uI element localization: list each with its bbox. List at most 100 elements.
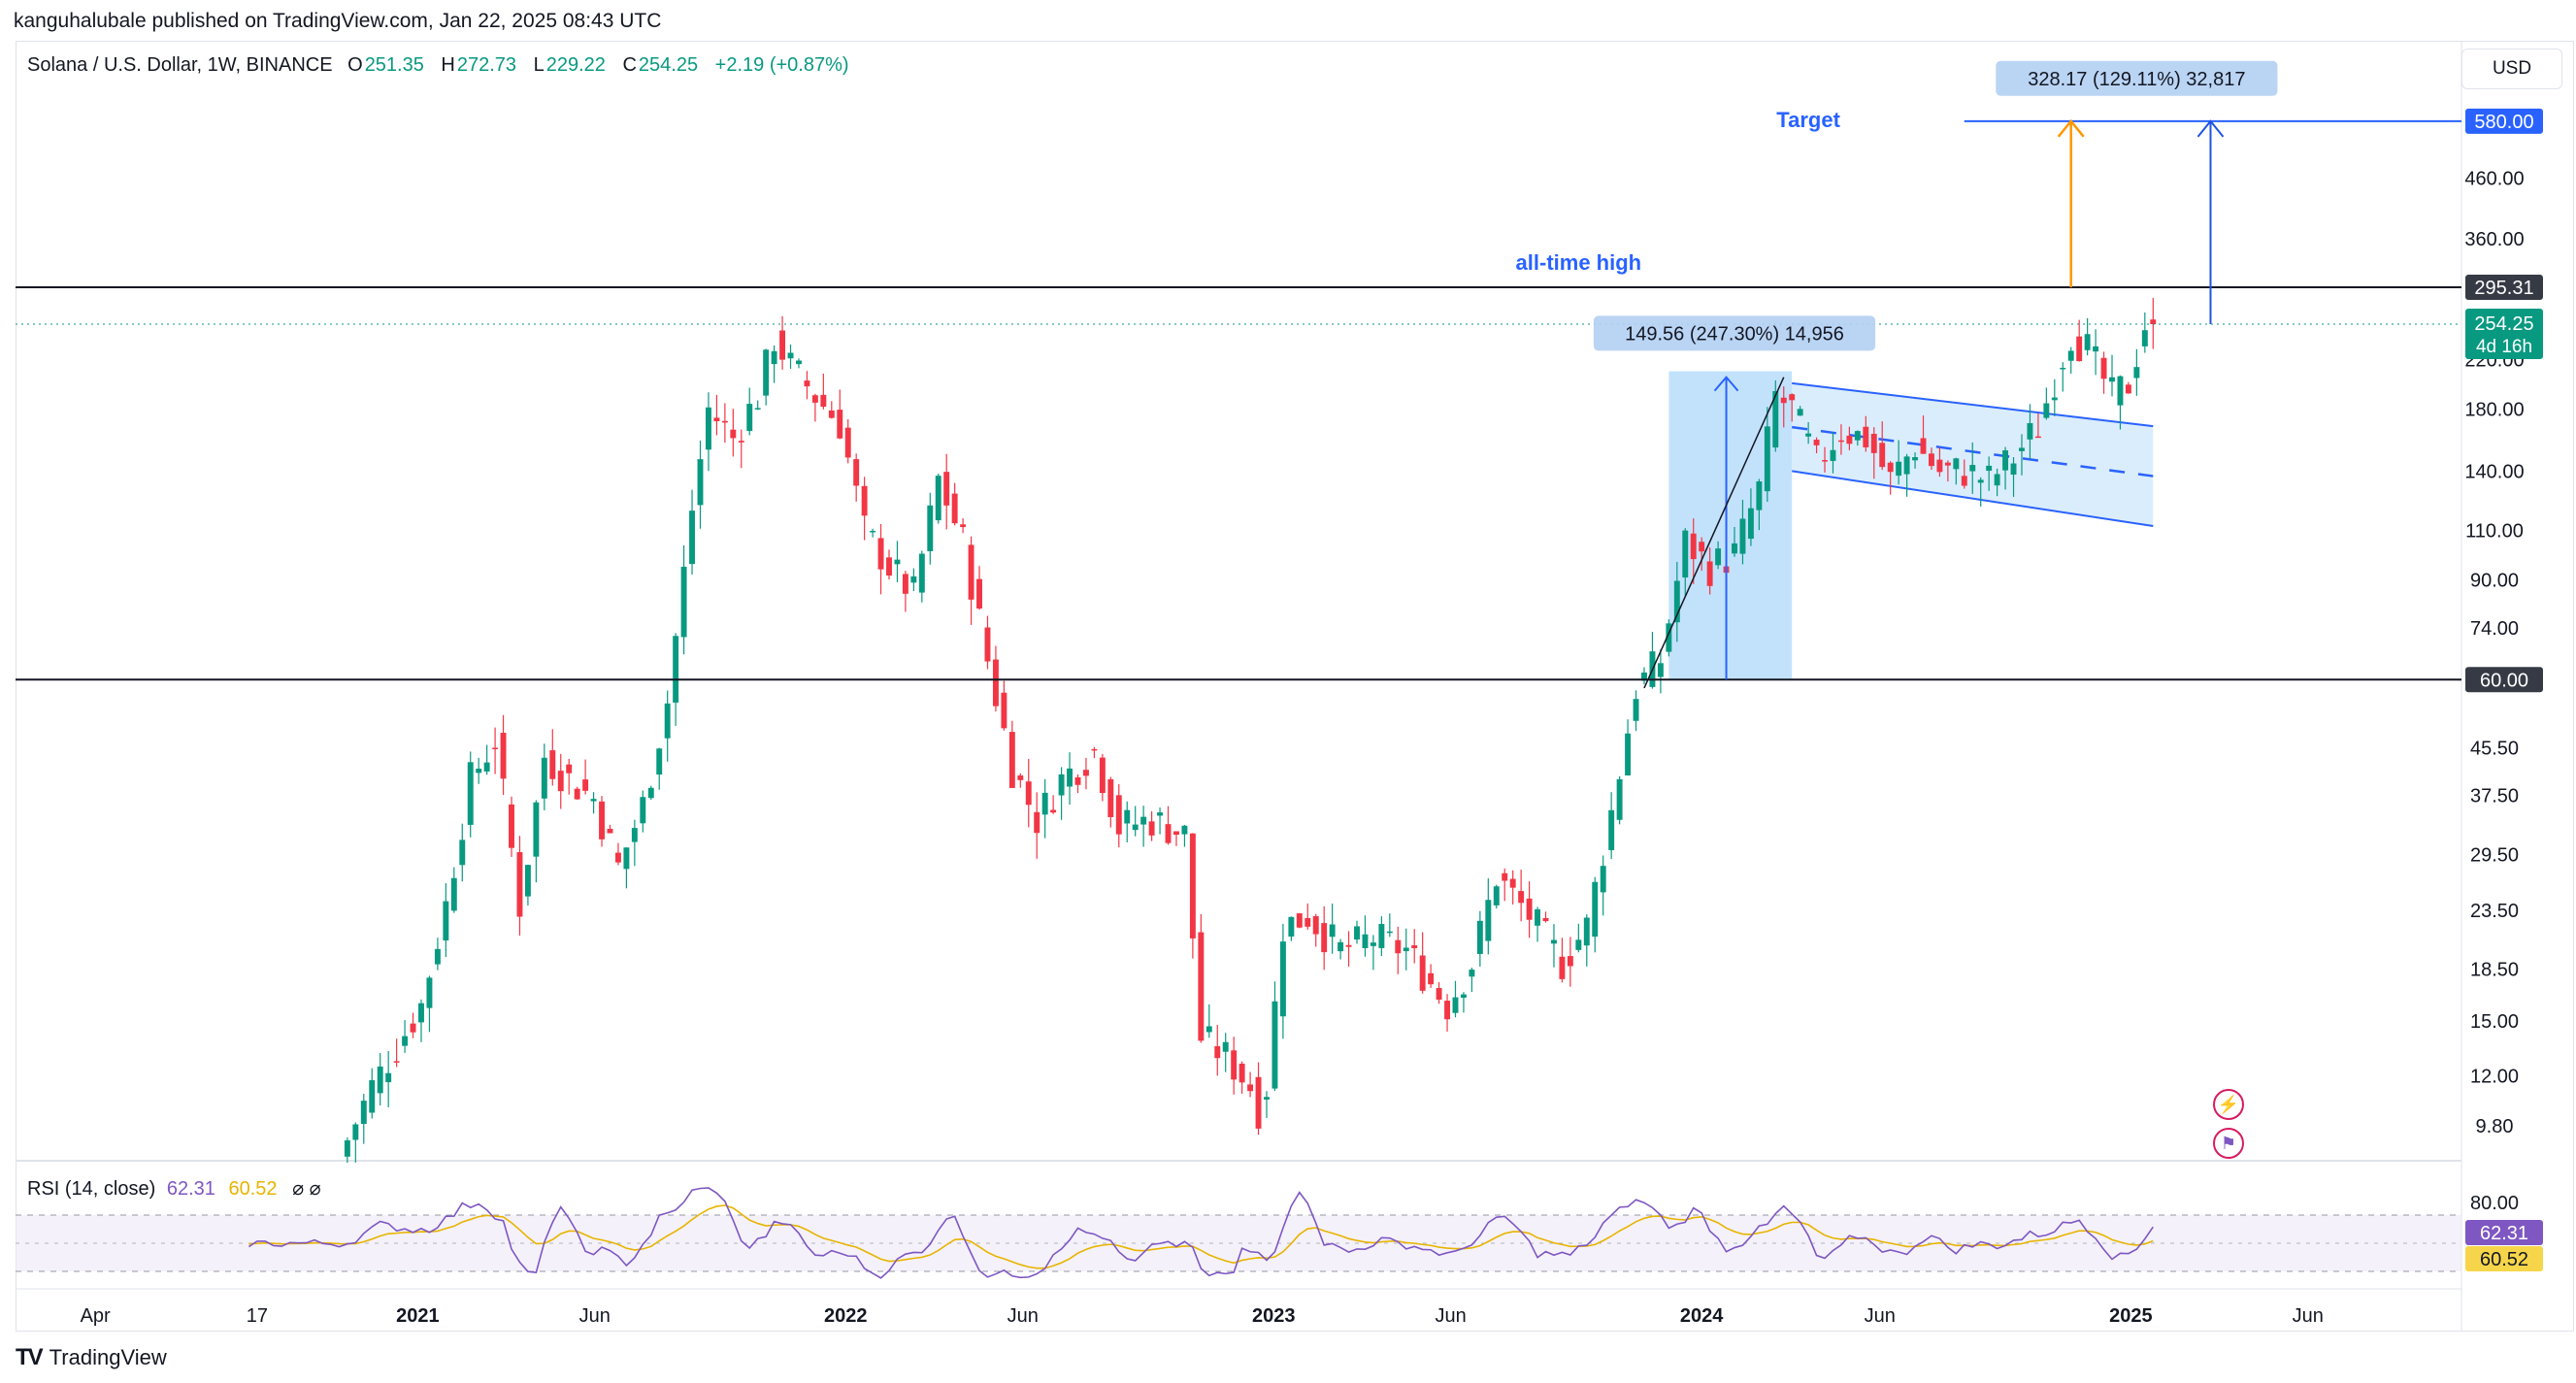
candle-body	[2109, 377, 2115, 382]
candle-body	[640, 797, 646, 824]
rsi-ma-line	[248, 1204, 2154, 1269]
rsi-value: 62.31	[166, 1178, 215, 1200]
candle-body	[369, 1080, 376, 1113]
candle-body	[410, 1023, 416, 1033]
candle-body	[566, 764, 573, 774]
candle-body	[738, 441, 744, 443]
candle-body	[2117, 376, 2124, 406]
candle-body	[1485, 900, 1492, 941]
candle-body	[1181, 825, 1188, 835]
candle-body	[1107, 779, 1114, 817]
currency-button[interactable]: USD	[2461, 49, 2562, 89]
candle-body	[1493, 886, 1500, 906]
candle-body	[689, 510, 696, 565]
candle-body	[1041, 792, 1048, 815]
footer-branding[interactable]: TV TradingView	[16, 1344, 167, 1371]
candle-body	[1764, 426, 1770, 492]
candle-body	[1403, 947, 1409, 952]
candle-body	[1699, 542, 1705, 552]
time-tick-label: Jun	[1436, 1305, 1467, 1327]
time-tick-label: 2025	[2109, 1305, 2153, 1327]
target-price-tag: 580.00	[2474, 112, 2533, 133]
candle-body	[1165, 824, 1172, 843]
candle-body	[853, 459, 860, 486]
candle-body	[1830, 449, 1836, 461]
candle-body	[1329, 924, 1336, 938]
candle-body	[1912, 457, 1919, 461]
candle-body	[976, 578, 982, 609]
candle-body	[664, 703, 671, 739]
rsi-value-tag-bg	[2465, 1220, 2543, 1245]
candle-body	[1969, 465, 1976, 472]
candle-body	[1173, 831, 1179, 836]
candle-body	[2067, 350, 2074, 361]
candle-body	[804, 380, 810, 387]
rsi-visibility-icons[interactable]: ⌀ ⌀	[292, 1178, 321, 1200]
current-price-tag: 254.25	[2474, 313, 2533, 335]
candle-body	[1148, 821, 1155, 836]
candle-body	[1321, 923, 1328, 953]
rsi-ma-tag: 60.52	[2480, 1249, 2528, 1270]
candle-body	[443, 901, 449, 940]
candle-body	[1690, 533, 1697, 560]
pole-trend-line	[1643, 377, 1785, 689]
target-price-tag-bg	[2465, 108, 2543, 134]
symbol-legend[interactable]: Solana / U.S. Dollar, 1W, BINANCE O 251.3…	[27, 54, 849, 77]
candle-body	[2034, 436, 2041, 439]
candle-body	[787, 352, 794, 359]
candle-body	[1920, 438, 1927, 454]
ath-price-tag-bg	[2465, 275, 2543, 301]
candle-body	[1542, 917, 1549, 922]
flag-us-icon[interactable]: ⚑	[2213, 1128, 2244, 1159]
candle-body	[1896, 461, 1902, 477]
candle-body	[968, 544, 974, 600]
candle-body	[1157, 812, 1164, 816]
candle-body	[2125, 384, 2131, 394]
candle-body	[377, 1066, 383, 1094]
time-tick-label: 17	[247, 1305, 268, 1327]
candle-body	[1132, 824, 1139, 831]
candle-body	[1789, 394, 1796, 401]
candle-body	[1887, 462, 1894, 473]
candle-body	[1567, 956, 1573, 967]
current-price-tag-bg	[2465, 309, 2543, 360]
candle-body	[1739, 518, 1746, 554]
candle-body	[647, 787, 654, 799]
candle-body	[1428, 972, 1435, 985]
candle-body	[631, 828, 638, 842]
support-price-tag: 60.00	[2480, 670, 2528, 691]
rsi-line	[248, 1187, 2154, 1279]
candle-body	[1074, 776, 1081, 785]
lightning-icon[interactable]: ⚡	[2213, 1089, 2244, 1120]
candle-body	[2043, 403, 2050, 418]
candle-body	[418, 1003, 424, 1023]
candle-body	[1395, 939, 1402, 954]
candle-body	[1411, 944, 1418, 949]
price-tick-label: 460.00	[2464, 169, 2524, 190]
price-tick-label: 90.00	[2470, 570, 2519, 591]
candle-body	[1099, 757, 1106, 794]
candle-body	[2002, 450, 2009, 471]
candle-body	[582, 779, 589, 791]
candle-body	[1929, 453, 1934, 467]
candle-body	[426, 977, 433, 1008]
candle-body	[1378, 924, 1385, 948]
candle-body	[1747, 508, 1754, 540]
candle-body	[1706, 561, 1713, 586]
projection-arrow-head	[2196, 119, 2225, 138]
candle-body	[1673, 580, 1680, 623]
candle-body	[1222, 1041, 1229, 1052]
flag-lower-line	[1792, 470, 2154, 527]
flag-pole-range	[1668, 371, 1793, 680]
candle-body	[1025, 781, 1032, 806]
candle-body	[984, 627, 991, 662]
candle-body	[1476, 920, 1483, 954]
candle-body	[557, 771, 564, 792]
candle-body	[1879, 443, 1886, 468]
candle-body	[1854, 431, 1861, 441]
time-tick-label: 2022	[824, 1305, 868, 1327]
candle-body	[1338, 941, 1344, 952]
rsi-legend[interactable]: RSI (14, close) 62.31 60.52 ⌀ ⌀	[27, 1176, 321, 1201]
candle-body	[1305, 917, 1311, 927]
